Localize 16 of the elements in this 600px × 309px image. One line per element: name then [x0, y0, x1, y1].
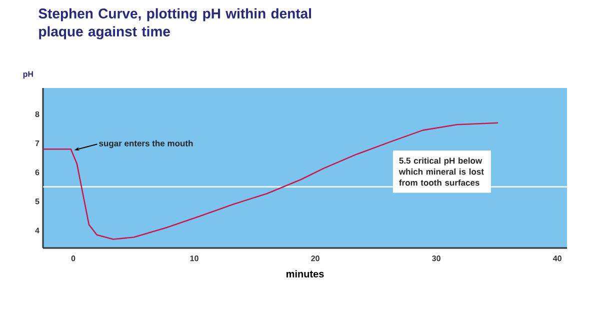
y-axis-title: pH: [23, 71, 33, 78]
x-tick-label: 30: [432, 256, 440, 262]
chart-title: Stephen Curve, plotting pH within dental plaque against time: [38, 8, 311, 40]
y-tick-label: 4: [35, 228, 40, 234]
annotation: sugar enters the mouth: [99, 140, 193, 148]
y-tick-label: 5: [35, 198, 40, 204]
x-tick-label: 40: [552, 256, 562, 262]
ref-line-label: 5.5 critical pH below which mineral is lost from tooth surfaces: [398, 157, 484, 186]
y-tick-label: 8: [35, 111, 40, 118]
y-tick-label: 6: [35, 170, 40, 176]
y-tick-label: 7: [35, 140, 40, 146]
line-series: [42, 122, 499, 240]
x-axis-title: minutes: [286, 270, 324, 278]
x-tick-label: 10: [190, 256, 198, 262]
x-tick-label: 0: [71, 256, 76, 262]
x-tick-label: 20: [311, 256, 320, 262]
